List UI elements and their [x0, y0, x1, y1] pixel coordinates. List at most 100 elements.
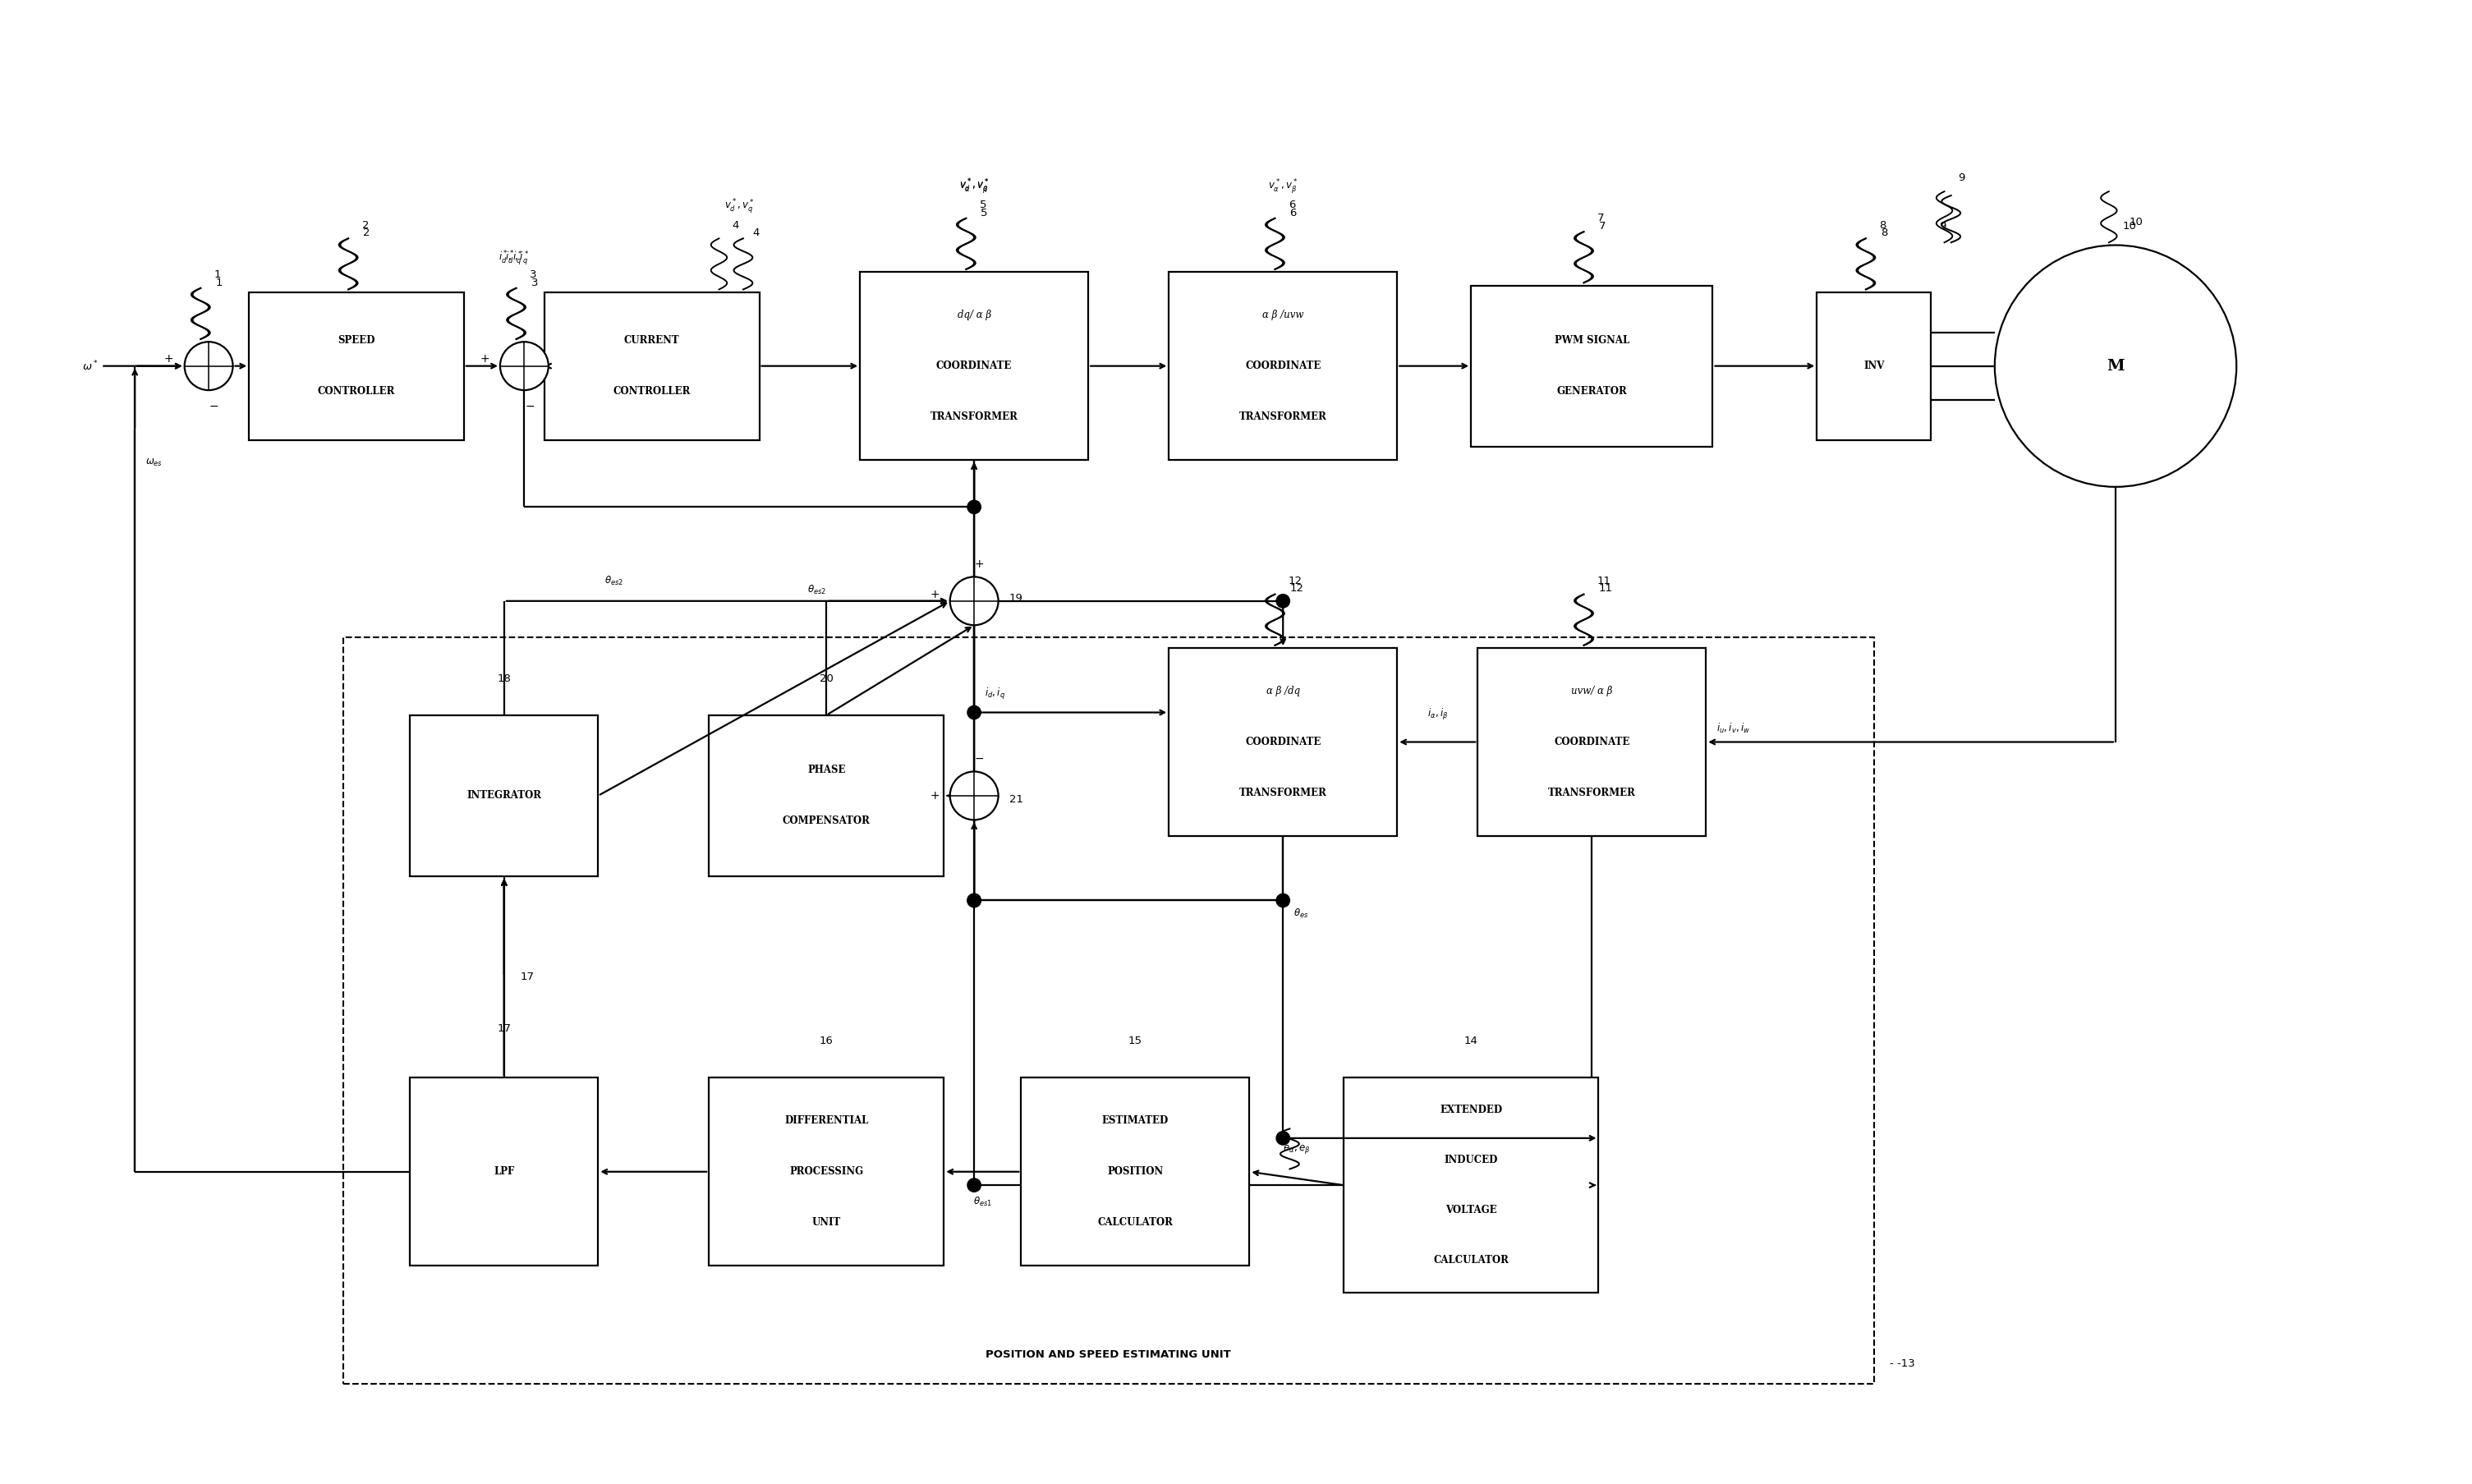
Text: $\theta_{es1}$: $\theta_{es1}$	[974, 1196, 991, 1208]
Text: dq/ α β: dq/ α β	[957, 310, 991, 321]
Text: UNIT: UNIT	[811, 1217, 840, 1229]
Text: $\theta_{es2}$: $\theta_{es2}$	[606, 576, 623, 588]
Bar	[1169, 272, 1397, 460]
Text: −: −	[210, 401, 220, 413]
Text: 18: 18	[497, 674, 512, 684]
Text: 12: 12	[1288, 576, 1303, 586]
Circle shape	[499, 341, 549, 390]
Text: CONTROLLER: CONTROLLER	[319, 386, 396, 396]
Bar	[1471, 285, 1713, 447]
Circle shape	[967, 706, 981, 720]
Text: 19: 19	[1009, 592, 1023, 604]
Text: 10: 10	[2123, 221, 2136, 232]
Text: EXTENDED: EXTENDED	[1439, 1106, 1503, 1116]
Text: 9: 9	[1938, 221, 1945, 232]
Text: 10: 10	[2128, 217, 2143, 227]
Text: 7: 7	[1597, 214, 1604, 224]
Text: 3: 3	[529, 270, 536, 280]
Text: α β /dq: α β /dq	[1266, 686, 1300, 696]
Text: α β /uvw: α β /uvw	[1263, 310, 1303, 321]
Text: $v^*_d, v^*_q$: $v^*_d, v^*_q$	[724, 197, 754, 215]
Text: $\theta_{es2}$: $\theta_{es2}$	[808, 585, 826, 597]
Text: −: −	[974, 754, 984, 764]
Bar	[344, 637, 1874, 1385]
Text: −: −	[524, 401, 534, 413]
Text: TRANSFORMER: TRANSFORMER	[1547, 788, 1636, 798]
Text: $\omega_{es}$: $\omega_{es}$	[146, 457, 163, 467]
Bar	[250, 292, 465, 439]
Text: POSITION AND SPEED ESTIMATING UNIT: POSITION AND SPEED ESTIMATING UNIT	[986, 1349, 1231, 1359]
Text: COORDINATE: COORDINATE	[1246, 736, 1320, 748]
Text: $\theta_{es}$: $\theta_{es}$	[1293, 907, 1308, 920]
Circle shape	[949, 577, 999, 625]
Text: COMPENSATOR: COMPENSATOR	[784, 816, 870, 827]
Text: PHASE: PHASE	[808, 764, 845, 776]
Bar	[1169, 649, 1397, 835]
Text: 20: 20	[821, 674, 833, 684]
Text: $v^*_{\alpha}, v^*_{\beta}$: $v^*_{\alpha}, v^*_{\beta}$	[959, 178, 989, 196]
Bar	[410, 715, 598, 876]
Text: 17: 17	[497, 1024, 512, 1046]
Bar	[860, 272, 1088, 460]
Text: 1: 1	[215, 278, 222, 288]
Text: SPEED: SPEED	[339, 335, 376, 346]
Text: COORDINATE: COORDINATE	[1555, 736, 1629, 748]
Text: 14: 14	[1463, 1036, 1478, 1046]
Text: 11: 11	[1597, 576, 1612, 586]
Text: CURRENT: CURRENT	[623, 335, 680, 346]
Text: 12: 12	[1290, 583, 1303, 594]
Text: VOLTAGE: VOLTAGE	[1446, 1205, 1496, 1215]
Text: CONTROLLER: CONTROLLER	[613, 386, 690, 396]
Text: $i^*_d, i^*_q$: $i^*_d, i^*_q$	[504, 249, 529, 269]
Text: 4: 4	[732, 220, 739, 230]
Text: INDUCED: INDUCED	[1444, 1155, 1498, 1165]
Text: 8: 8	[1879, 220, 1886, 230]
Text: CALCULATOR: CALCULATOR	[1434, 1255, 1508, 1266]
Text: 11: 11	[1599, 583, 1612, 594]
Text: INTEGRATOR: INTEGRATOR	[467, 791, 541, 801]
Bar	[709, 1077, 944, 1266]
Text: 17: 17	[519, 972, 534, 982]
Text: 3: 3	[531, 278, 539, 288]
Circle shape	[967, 500, 981, 513]
Text: $i^*_d, i^*_q$: $i^*_d, i^*_q$	[499, 249, 524, 269]
Text: $v^*_{\alpha}, v^*_{\beta}$: $v^*_{\alpha}, v^*_{\beta}$	[1268, 178, 1298, 196]
Text: 2: 2	[363, 227, 371, 239]
Circle shape	[967, 1178, 981, 1192]
Text: INV: INV	[1864, 361, 1884, 371]
Text: 6: 6	[1288, 199, 1295, 211]
Text: 8: 8	[1881, 227, 1889, 239]
Bar	[544, 292, 759, 439]
Circle shape	[967, 893, 981, 907]
Text: $i_{\alpha}, i_{\beta}$: $i_{\alpha}, i_{\beta}$	[1426, 706, 1449, 721]
Text: $\omega^*$: $\omega^*$	[82, 359, 99, 372]
Text: TRANSFORMER: TRANSFORMER	[1238, 411, 1327, 423]
Text: ESTIMATED: ESTIMATED	[1103, 1116, 1169, 1126]
Text: $i_u, i_v, i_w$: $i_u, i_v, i_w$	[1716, 721, 1750, 735]
Text: 16: 16	[821, 1036, 833, 1046]
Text: uvw/ α β: uvw/ α β	[1572, 686, 1612, 696]
Text: 15: 15	[1127, 1036, 1142, 1046]
Text: COORDINATE: COORDINATE	[937, 361, 1011, 371]
Circle shape	[1276, 1131, 1290, 1144]
Circle shape	[1276, 893, 1290, 907]
Text: +: +	[929, 589, 939, 600]
Text: LPF: LPF	[494, 1166, 514, 1177]
Circle shape	[1995, 245, 2237, 487]
Text: PWM SIGNAL: PWM SIGNAL	[1555, 335, 1629, 346]
Text: TRANSFORMER: TRANSFORMER	[1238, 788, 1327, 798]
Text: +: +	[929, 789, 939, 801]
Text: 2: 2	[361, 220, 368, 230]
Text: TRANSFORMER: TRANSFORMER	[929, 411, 1018, 423]
Circle shape	[967, 893, 981, 907]
Text: $e_{\alpha}, e_{\beta}$: $e_{\alpha}, e_{\beta}$	[1283, 1143, 1310, 1156]
Text: 5: 5	[979, 199, 986, 211]
Bar	[1342, 1077, 1599, 1293]
Bar	[709, 715, 944, 876]
Text: - -13: - -13	[1891, 1358, 1916, 1370]
Text: PROCESSING: PROCESSING	[789, 1166, 863, 1177]
Text: COORDINATE: COORDINATE	[1246, 361, 1320, 371]
Bar	[1478, 649, 1706, 835]
Circle shape	[1276, 594, 1290, 608]
Text: POSITION: POSITION	[1107, 1166, 1164, 1177]
